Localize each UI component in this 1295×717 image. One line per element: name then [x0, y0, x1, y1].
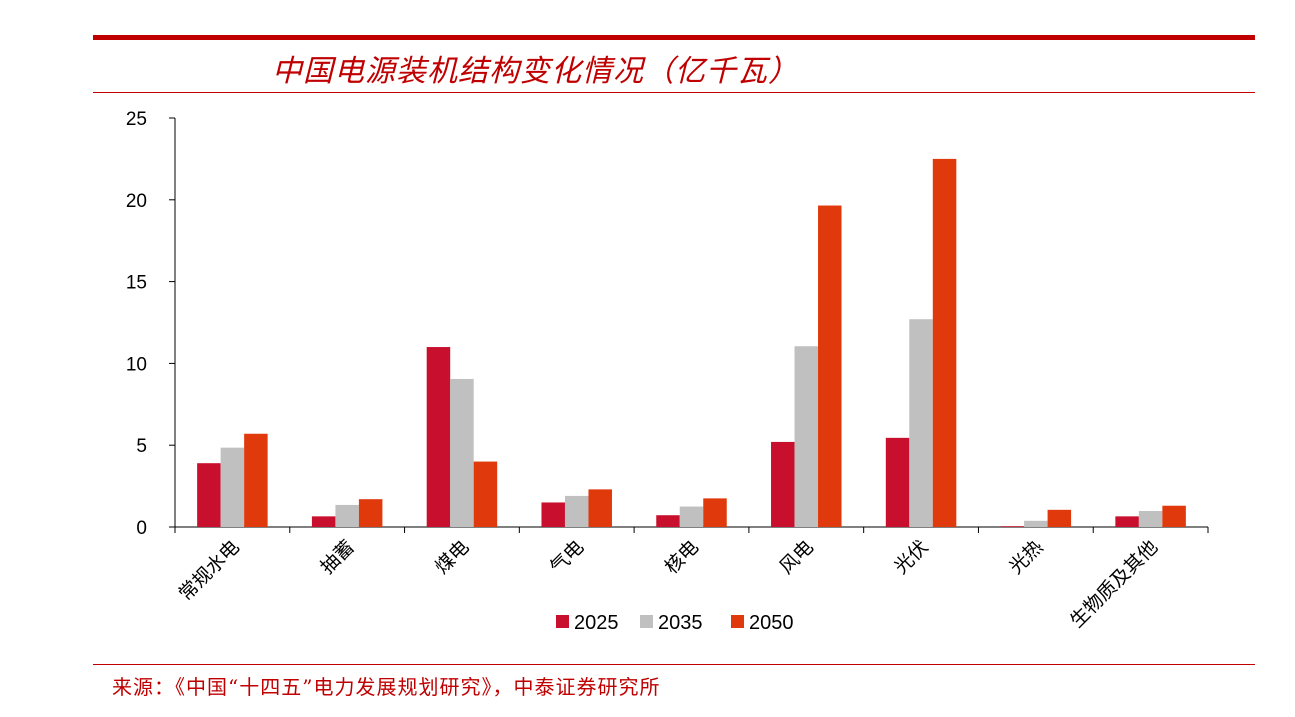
bar: [771, 441, 795, 527]
legend-label: 2025: [574, 612, 619, 634]
category-label: 气电: [546, 536, 588, 578]
y-tick-label: 0: [136, 518, 147, 539]
bar: [426, 347, 451, 527]
bar: [588, 489, 612, 527]
y-tick-label: 5: [136, 436, 147, 457]
chart-bars: [197, 158, 1186, 527]
category-label: 煤电: [431, 536, 473, 578]
category-label: 常规水电: [175, 536, 244, 605]
top-rule: [93, 35, 1255, 40]
bar: [450, 378, 474, 527]
bar: [909, 319, 933, 527]
source-rule: [93, 664, 1255, 665]
bar: [1138, 510, 1163, 527]
bar: [220, 447, 245, 527]
bar: [358, 499, 383, 527]
category-label: 风电: [775, 536, 817, 578]
y-tick-label: 25: [126, 109, 147, 130]
legend-swatch: [731, 615, 744, 628]
bar: [794, 346, 819, 527]
bar: [1000, 526, 1025, 527]
legend-swatch: [556, 615, 569, 628]
legend-label: 2035: [658, 612, 703, 634]
bar: [703, 498, 727, 527]
chart-legend: 2025 2035 2050: [556, 612, 794, 634]
bar: [656, 515, 680, 527]
bar: [1024, 520, 1048, 527]
category-label: 光热: [1005, 536, 1047, 578]
category-label: 核电: [661, 536, 703, 578]
bar: [564, 495, 589, 527]
bar: [244, 433, 268, 527]
bar: [1162, 505, 1186, 527]
title-rule: [93, 92, 1255, 93]
legend-swatch: [640, 615, 653, 628]
bar: [473, 461, 498, 527]
legend-label: 2050: [749, 612, 794, 634]
bar: [1047, 509, 1072, 527]
bar: [679, 506, 704, 527]
category-label: 光伏: [890, 536, 932, 578]
chart-axes: 0 5 10 15 20 25: [126, 109, 1209, 539]
bar: [197, 463, 221, 527]
bar: [1115, 516, 1139, 527]
source-note: 来源：《中国“十四五”电力发展规划研究》，中泰证券研究所: [112, 675, 661, 699]
bar: [335, 504, 359, 527]
bar: [932, 158, 957, 527]
bar: [818, 205, 842, 527]
y-tick-label: 15: [126, 273, 147, 294]
bar: [541, 502, 565, 527]
bar: [311, 516, 336, 527]
category-label: 抽蓄: [316, 536, 358, 578]
chart-title: 中国电源装机结构变化情况（亿千瓦）: [272, 54, 799, 89]
y-tick-label: 10: [126, 354, 147, 375]
bar: [885, 437, 910, 527]
y-tick-label: 20: [126, 191, 147, 212]
category-label: 生物质及其他: [1066, 536, 1162, 632]
